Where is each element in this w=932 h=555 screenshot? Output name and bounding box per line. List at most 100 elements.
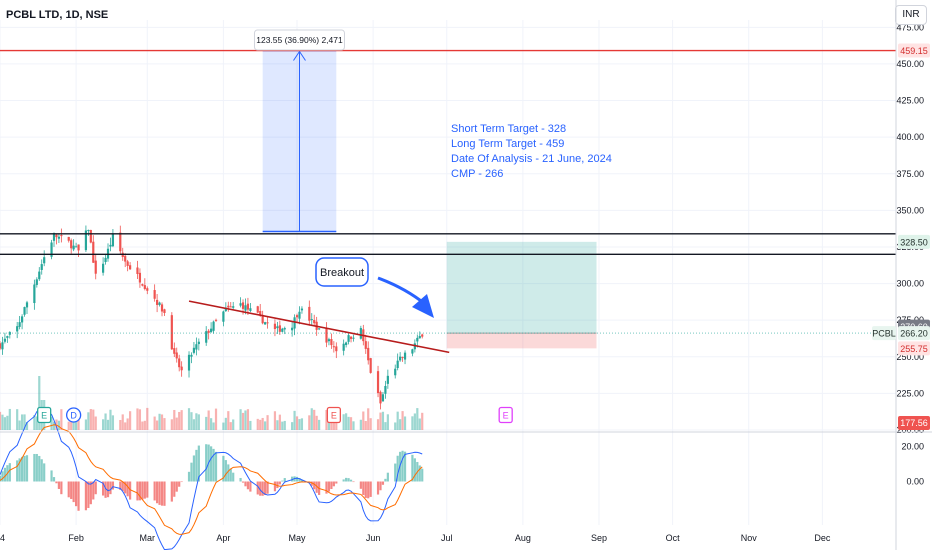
macd-histogram-bar xyxy=(205,444,208,482)
volume-bar xyxy=(325,409,328,430)
candle-body xyxy=(89,229,92,243)
volume-bar xyxy=(244,410,247,430)
volume-bar xyxy=(160,414,164,430)
macd-histogram-bar xyxy=(364,481,367,498)
volume-bar xyxy=(214,408,218,430)
measure-label: 123.55 (36.90%) 2,471 xyxy=(256,35,343,45)
candle-body xyxy=(327,339,331,342)
macd-histogram-bar xyxy=(197,445,200,482)
volume-bar xyxy=(50,416,53,430)
candle-body xyxy=(18,322,21,327)
volume-bar xyxy=(180,410,183,430)
volume-bar xyxy=(6,415,9,430)
candle-body xyxy=(352,337,355,339)
macd-histogram-bar xyxy=(190,462,193,482)
volume-bar xyxy=(367,408,370,430)
candle-body xyxy=(318,328,321,330)
macd-histogram-bar xyxy=(342,479,345,482)
candle-body xyxy=(197,341,200,345)
volume-bar xyxy=(126,418,129,430)
macd-histogram-bar xyxy=(52,477,56,482)
candle-body xyxy=(178,358,181,368)
candle-body xyxy=(283,328,286,330)
price-tag xyxy=(898,341,930,356)
candle-body xyxy=(129,265,132,270)
volume-bar xyxy=(259,419,262,430)
chart-title[interactable]: PCBL LTD, 1D, NSE xyxy=(6,9,109,21)
price-tag-label: 266.20 xyxy=(900,329,928,339)
candle-body xyxy=(210,328,213,333)
macd-histogram-bar xyxy=(278,481,281,485)
macd-histogram-bar xyxy=(72,481,75,503)
macd-histogram-bar xyxy=(335,481,338,484)
macd-histogram-bar xyxy=(119,481,122,490)
x-tick-label: Oct xyxy=(666,533,681,543)
volume-bar xyxy=(205,416,208,430)
candle-body xyxy=(173,348,176,354)
measure-arrow-head xyxy=(293,50,306,61)
analysis-note: CMP - 266 xyxy=(451,168,503,180)
candle-body xyxy=(190,354,193,357)
macd-histogram-bar xyxy=(0,475,2,482)
macd-histogram-bar xyxy=(170,481,173,502)
candle-body xyxy=(60,235,63,237)
volume-tag xyxy=(898,416,930,430)
macd-histogram-bar xyxy=(246,481,250,490)
currency-button[interactable]: INR xyxy=(895,5,927,25)
candle-body xyxy=(0,343,2,349)
macd-histogram-bar xyxy=(256,481,259,495)
measure-label-box xyxy=(253,29,345,51)
volume-bar xyxy=(192,419,196,430)
macd-histogram-bar xyxy=(173,481,176,497)
volume-bar xyxy=(195,413,198,430)
candle-body xyxy=(87,229,90,231)
macd-histogram-bar xyxy=(396,455,399,482)
macd-histogram-bar xyxy=(264,481,267,496)
candle-body xyxy=(421,334,424,337)
volume-bar xyxy=(67,421,70,430)
macd-histogram-bar xyxy=(3,467,7,482)
volume-bar xyxy=(222,422,225,430)
event-marker-letter: E xyxy=(503,411,509,421)
volume-bar xyxy=(401,411,404,430)
candle-body xyxy=(347,335,350,342)
macd-histogram-bar xyxy=(55,481,58,484)
candle-body xyxy=(1,342,4,350)
macd-histogram-bar xyxy=(84,481,88,511)
y-tick-label: 300.00 xyxy=(896,279,924,289)
macd-histogram-bar xyxy=(92,481,95,500)
macd-histogram-bar xyxy=(106,481,110,498)
macd-histogram-bar xyxy=(160,481,164,506)
macd-histogram-bar xyxy=(298,478,301,482)
volume-bar xyxy=(94,416,97,430)
candle-body xyxy=(146,288,149,291)
volume-bar xyxy=(381,411,385,430)
macd-histogram-bar xyxy=(330,481,333,489)
macd-histogram-bar xyxy=(210,446,213,482)
candle-body xyxy=(70,240,73,249)
macd-histogram-bar xyxy=(222,455,225,482)
volume-bar xyxy=(109,409,112,430)
candle-body xyxy=(20,316,24,323)
candle-body xyxy=(376,371,380,394)
candle-body xyxy=(276,326,279,329)
macd-histogram-bar xyxy=(50,470,53,482)
candle-body xyxy=(104,257,107,263)
macd-histogram-bar xyxy=(310,481,313,486)
position-target-zone xyxy=(446,241,597,334)
volume-bar xyxy=(210,418,213,430)
macd-histogram-bar xyxy=(163,481,166,506)
x-tick-label: Jun xyxy=(366,533,381,543)
macd-histogram-bar xyxy=(175,481,178,492)
candle-body xyxy=(300,308,304,311)
macd-histogram-bar xyxy=(244,481,247,487)
candle-body xyxy=(384,385,387,394)
volume-bar xyxy=(0,411,2,430)
x-tick-label: May xyxy=(289,533,307,543)
volume-bar xyxy=(347,416,350,430)
volume-bar xyxy=(38,376,41,430)
volume-bar xyxy=(175,417,178,430)
candle-body xyxy=(259,311,262,315)
macd-histogram-bar xyxy=(214,451,218,482)
